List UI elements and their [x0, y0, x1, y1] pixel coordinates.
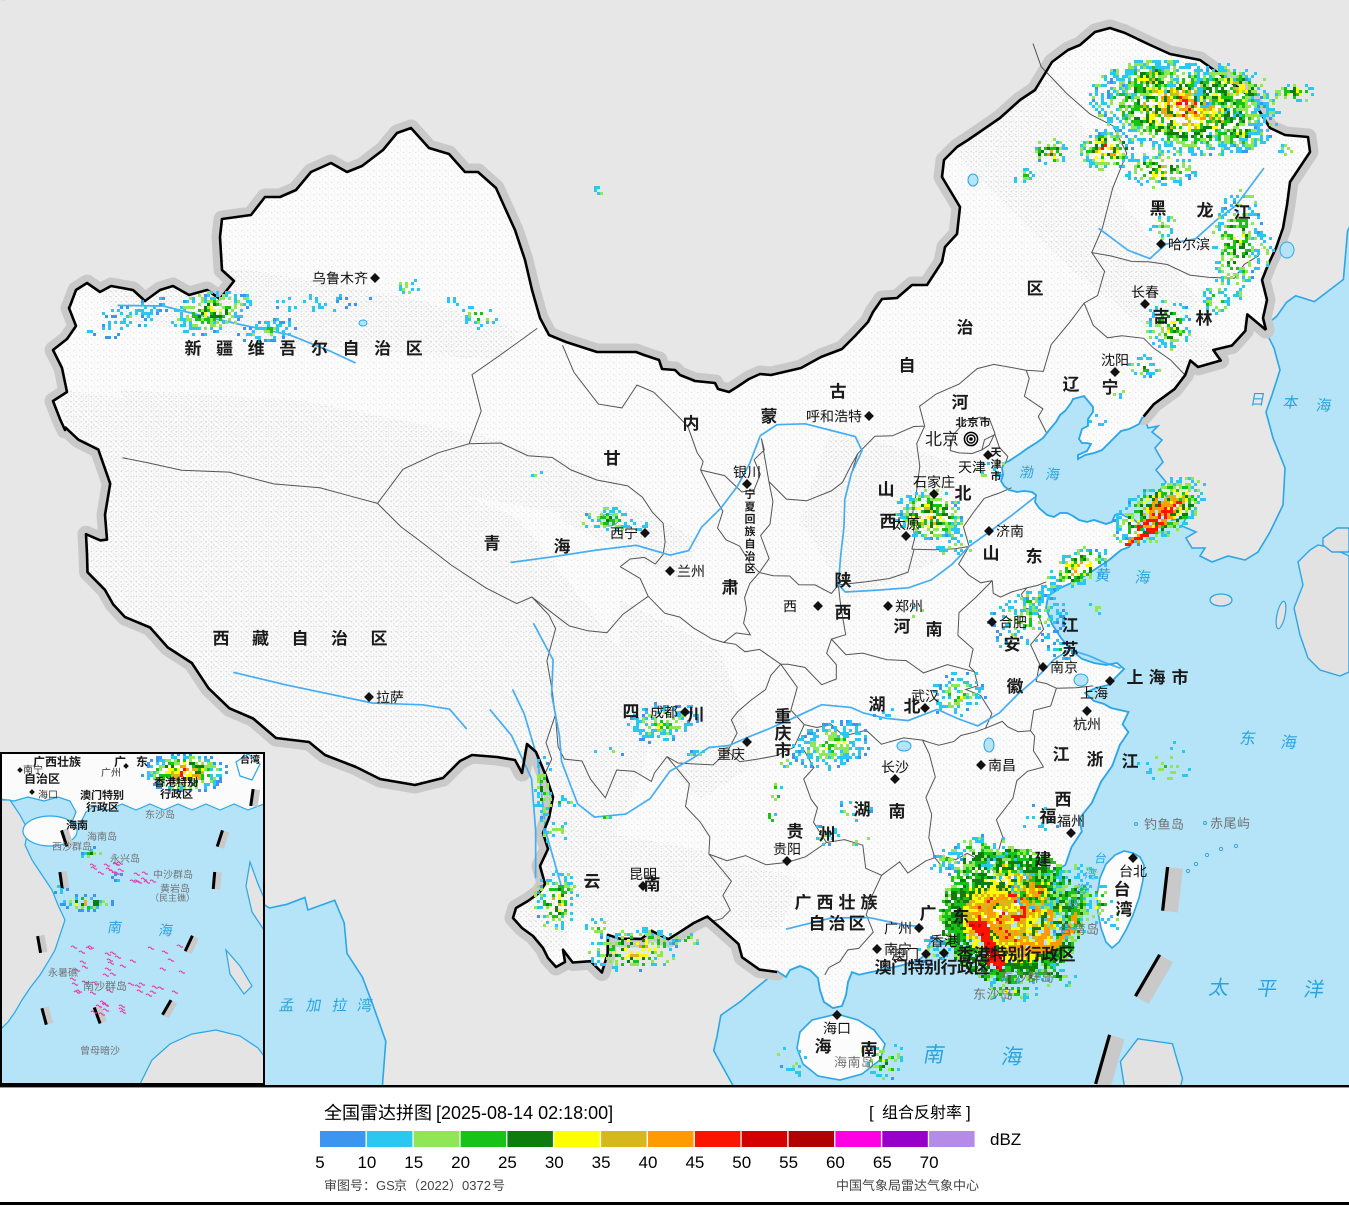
svg-text:GS: GS — [376, 1178, 395, 1193]
svg-text:[: [ — [869, 1103, 874, 1122]
svg-text:30: 30 — [545, 1153, 564, 1172]
svg-text:40: 40 — [639, 1153, 658, 1172]
svg-text:[2025-08-14 02:18:00]: [2025-08-14 02:18:00] — [436, 1103, 613, 1123]
svg-text:5: 5 — [315, 1153, 324, 1172]
svg-text:10: 10 — [357, 1153, 376, 1172]
svg-text:35: 35 — [592, 1153, 611, 1172]
svg-text:]: ] — [966, 1103, 971, 1122]
svg-text:60: 60 — [826, 1153, 845, 1172]
svg-text:15: 15 — [404, 1153, 423, 1172]
svg-text:0372: 0372 — [462, 1178, 491, 1193]
svg-text:20: 20 — [451, 1153, 470, 1172]
svg-text:25: 25 — [498, 1153, 517, 1172]
svg-text:70: 70 — [920, 1153, 939, 1172]
svg-text:55: 55 — [779, 1153, 798, 1172]
svg-text:65: 65 — [873, 1153, 892, 1172]
svg-text:2022: 2022 — [420, 1178, 449, 1193]
svg-text:45: 45 — [685, 1153, 704, 1172]
svg-text:50: 50 — [732, 1153, 751, 1172]
svg-text:dBZ: dBZ — [990, 1130, 1021, 1149]
